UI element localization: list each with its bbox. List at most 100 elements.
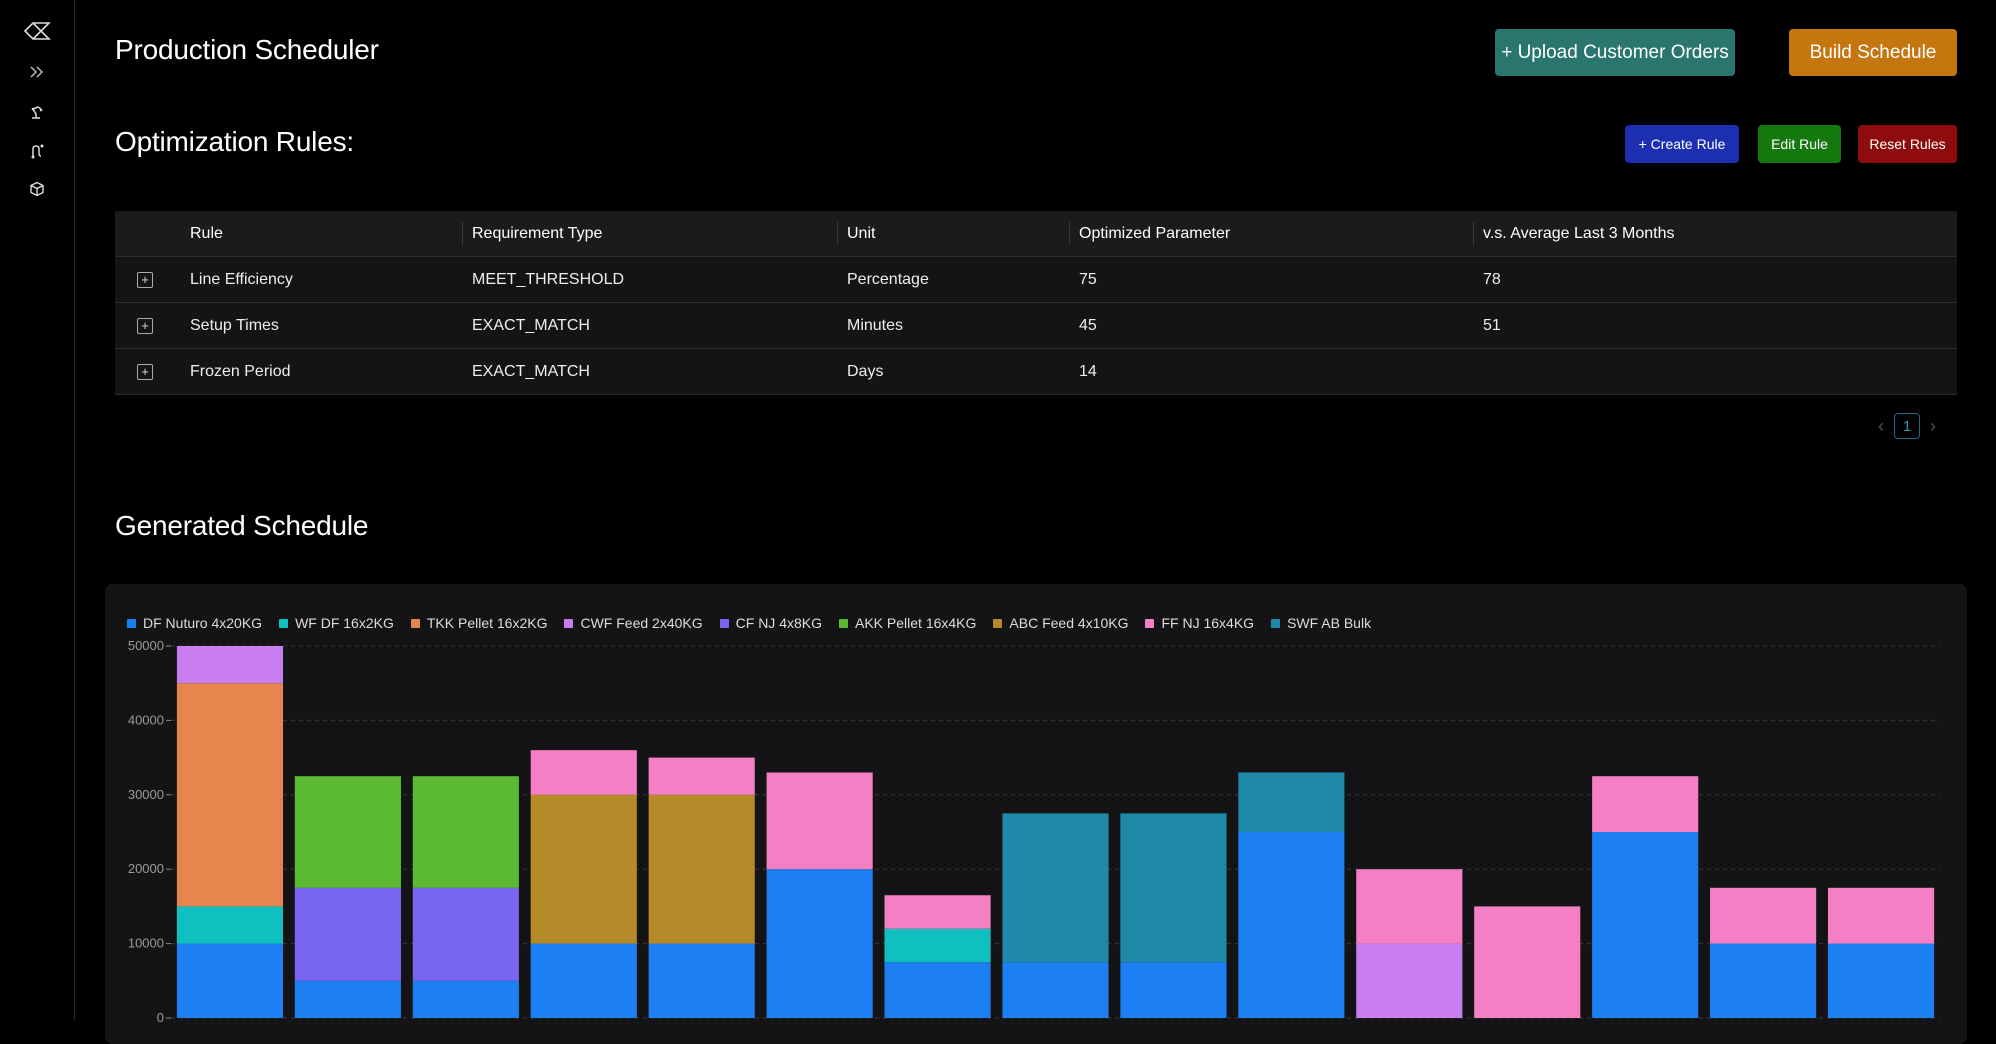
- legend-label: SWF AB Bulk: [1287, 615, 1372, 631]
- type-cell: EXACT_MATCH: [462, 348, 837, 395]
- logo-icon[interactable]: [22, 16, 52, 46]
- bar-segment[interactable]: [412, 887, 519, 981]
- bar-segment[interactable]: [176, 943, 284, 1018]
- box-icon[interactable]: [22, 174, 52, 204]
- expand-icon[interactable]: [22, 57, 52, 87]
- create-rule-button[interactable]: + Create Rule: [1625, 125, 1739, 163]
- bar-segment[interactable]: [648, 794, 755, 944]
- bar-segment[interactable]: [1827, 887, 1935, 944]
- y-tick-label: 30000: [128, 787, 164, 802]
- column-header-unit[interactable]: Unit: [837, 211, 1069, 257]
- expand-cell: +: [115, 348, 180, 395]
- robot-arm-icon[interactable]: [22, 97, 52, 127]
- next-page-icon[interactable]: ›: [1930, 415, 1936, 436]
- bar-segment[interactable]: [1592, 832, 1699, 1018]
- expand-column-header: [115, 211, 180, 257]
- chart-card: DF Nuturo 4x20KG WF DF 16x2KG TKK Pellet 1…: [105, 584, 1967, 1044]
- legend-label: WF DF 16x2KG: [295, 615, 394, 631]
- bar-segment[interactable]: [1827, 943, 1935, 1018]
- table-row[interactable]: + Setup Times EXACT_MATCH Minutes 45 51: [115, 302, 1957, 349]
- bar-segment[interactable]: [1120, 962, 1227, 1018]
- bar-segment[interactable]: [530, 794, 637, 944]
- legend-item[interactable]: TKK Pellet 16x2KG: [410, 615, 548, 631]
- rules-section-title: Optimization Rules:: [115, 126, 354, 157]
- bar-segment[interactable]: [176, 906, 284, 944]
- avg-cell: 51: [1473, 302, 1957, 349]
- expand-row-button[interactable]: +: [137, 317, 153, 334]
- expand-row-button[interactable]: +: [137, 271, 153, 288]
- legend-label: FF NJ 16x4KG: [1161, 615, 1255, 631]
- bar-segment[interactable]: [648, 757, 755, 795]
- expand-row-button[interactable]: +: [137, 363, 153, 380]
- rule-cell: Line Efficiency: [180, 256, 462, 303]
- table-header-row: Rule Requirement Type Unit Optimized Par…: [115, 211, 1957, 257]
- legend-item[interactable]: CF NJ 4x8KG: [719, 615, 822, 631]
- bar-segment[interactable]: [1002, 813, 1109, 963]
- bar-segment[interactable]: [766, 869, 873, 1018]
- rules-table: Rule Requirement Type Unit Optimized Par…: [115, 211, 1957, 395]
- bar-segment[interactable]: [1238, 832, 1345, 1018]
- legend-label: TKK Pellet 16x2KG: [426, 615, 548, 631]
- expand-cell: +: [115, 302, 180, 349]
- legend-item[interactable]: SWF AB Bulk: [1271, 615, 1371, 631]
- bar-segment[interactable]: [1356, 869, 1463, 944]
- bar-segment[interactable]: [884, 962, 991, 1018]
- bar-segment[interactable]: [294, 776, 401, 888]
- page-number-button[interactable]: 1: [1894, 413, 1920, 439]
- expand-cell: +: [115, 256, 180, 303]
- legend-item[interactable]: FF NJ 16x4KG: [1145, 615, 1254, 631]
- bar-segment[interactable]: [530, 943, 637, 1018]
- edit-rule-button[interactable]: Edit Rule: [1758, 125, 1841, 163]
- avg-cell: [1473, 348, 1957, 395]
- column-header-average[interactable]: v.s. Average Last 3 Months: [1473, 211, 1957, 257]
- bar-segment[interactable]: [1710, 943, 1817, 1018]
- prev-page-icon[interactable]: ‹: [1878, 415, 1884, 436]
- column-header-optimized-parameter[interactable]: Optimized Parameter: [1069, 211, 1473, 257]
- y-tick-label: 0: [157, 1010, 164, 1025]
- legend-item[interactable]: CWF Feed 2x40KG: [564, 615, 703, 631]
- bar-segment[interactable]: [530, 750, 637, 795]
- bar-segment[interactable]: [1592, 776, 1699, 832]
- bar-segment[interactable]: [1238, 772, 1345, 832]
- bar-segment[interactable]: [294, 980, 401, 1018]
- legend-label: CF NJ 4x8KG: [735, 615, 822, 631]
- bar-segment[interactable]: [884, 895, 991, 929]
- legend-swatch: [127, 618, 136, 628]
- bar-segment[interactable]: [176, 683, 284, 907]
- bar-segment[interactable]: [884, 928, 991, 963]
- rule-cell: Setup Times: [180, 302, 462, 349]
- bar-segment[interactable]: [648, 943, 755, 1018]
- build-schedule-button[interactable]: Build Schedule: [1789, 29, 1957, 76]
- legend-item[interactable]: ABC Feed 4x10KG: [993, 615, 1128, 631]
- column-header-requirement-type[interactable]: Requirement Type: [462, 211, 837, 257]
- unit-cell: Percentage: [837, 256, 1069, 303]
- bar-segment[interactable]: [1356, 943, 1463, 1018]
- bar-segment[interactable]: [766, 772, 873, 870]
- legend-item[interactable]: AKK Pellet 16x4KG: [839, 615, 976, 631]
- param-cell: 75: [1069, 256, 1473, 303]
- bar-segment[interactable]: [1120, 813, 1227, 963]
- avg-cell: 78: [1473, 256, 1957, 303]
- reset-rules-button[interactable]: Reset Rules: [1858, 125, 1957, 163]
- bar-segment[interactable]: [294, 887, 401, 981]
- bar-segment[interactable]: [412, 776, 519, 888]
- legend-label: ABC Feed 4x10KG: [1009, 615, 1129, 631]
- y-tick-label: 20000: [128, 861, 164, 876]
- legend-swatch: [279, 618, 289, 628]
- upload-orders-button[interactable]: + Upload Customer Orders: [1495, 29, 1735, 76]
- sidebar: [0, 0, 75, 1020]
- legend-swatch: [839, 618, 848, 628]
- legend-item[interactable]: DF Nuturo 4x20KG: [127, 615, 262, 631]
- bar-segment[interactable]: [412, 980, 519, 1018]
- bar-segment[interactable]: [1474, 906, 1581, 1018]
- bar-segment[interactable]: [176, 646, 284, 684]
- legend-item[interactable]: WF DF 16x2KG: [279, 615, 394, 631]
- bar-segment[interactable]: [1710, 887, 1817, 944]
- bar-segment[interactable]: [1002, 962, 1109, 1018]
- table-row[interactable]: + Frozen Period EXACT_MATCH Days 14: [115, 348, 1957, 395]
- route-icon[interactable]: [22, 136, 52, 166]
- y-tick-label: 50000: [128, 638, 164, 653]
- table-row[interactable]: + Line Efficiency MEET_THRESHOLD Percent…: [115, 256, 1957, 303]
- column-header-rule[interactable]: Rule: [180, 211, 462, 257]
- legend-label: AKK Pellet 16x4KG: [855, 615, 977, 631]
